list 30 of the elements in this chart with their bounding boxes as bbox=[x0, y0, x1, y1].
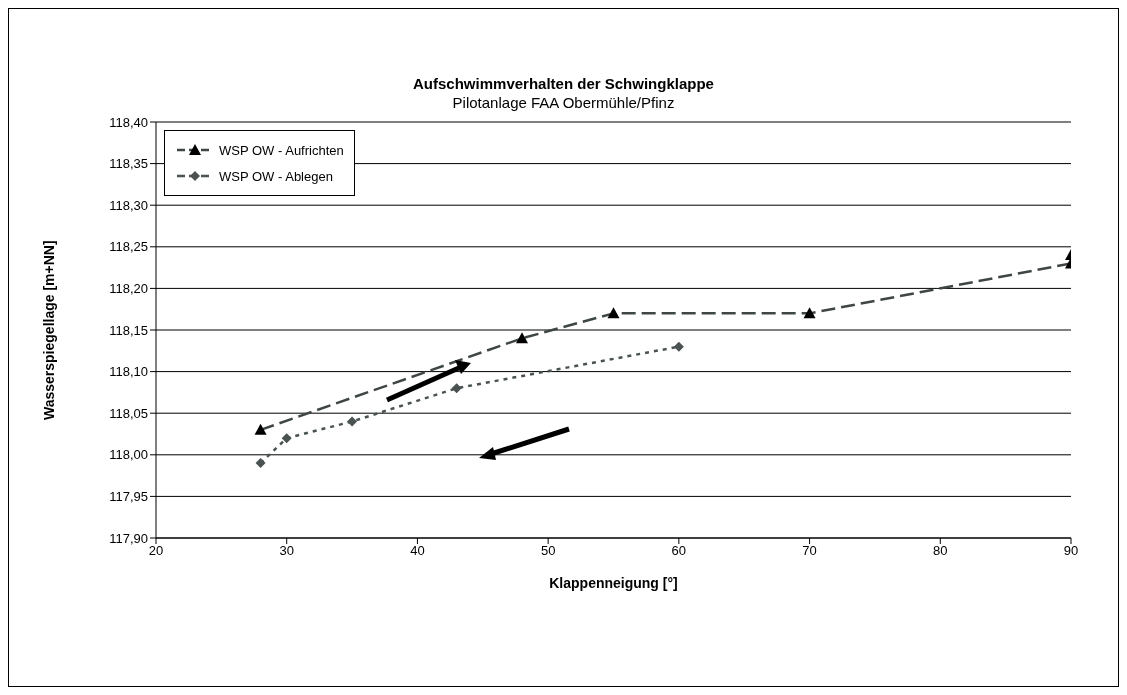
y-tick-label: 118,35 bbox=[109, 156, 148, 172]
point bbox=[255, 458, 266, 469]
x-tick-label: 90 bbox=[1063, 543, 1079, 559]
x-axis-title: Klappenneigung [°] bbox=[549, 575, 678, 591]
point bbox=[451, 383, 462, 394]
y-tick-label: 118,40 bbox=[109, 114, 148, 130]
y-tick-label: 118,00 bbox=[109, 447, 148, 463]
chart-title: Aufschwimmverhalten der Schwingklappe bbox=[412, 75, 715, 92]
y-tick-label: 118,05 bbox=[109, 405, 148, 421]
legend-label: WSP OW - Ablegen bbox=[219, 168, 333, 184]
x-tick-label: 80 bbox=[933, 543, 948, 559]
y-tick-label: 118,25 bbox=[109, 239, 148, 255]
chart-subtitle: Pilotanlage FAA Obermühle/Pfinz bbox=[451, 94, 676, 111]
y-tick-label: 117,95 bbox=[109, 489, 148, 505]
x-tick-label: 60 bbox=[671, 543, 687, 559]
x-tick-label: 30 bbox=[279, 543, 294, 559]
y-tick-label: 118,30 bbox=[109, 197, 148, 213]
point bbox=[281, 433, 292, 444]
y-tick-label: 118,15 bbox=[109, 322, 148, 338]
y-tick-label: 118,20 bbox=[109, 281, 148, 297]
point bbox=[673, 341, 684, 352]
x-tick-label: 40 bbox=[410, 543, 425, 559]
x-tick-label: 50 bbox=[540, 543, 556, 559]
legend-label: WSP OW - Aufrichten bbox=[219, 142, 344, 158]
x-tick-label: 70 bbox=[802, 543, 817, 559]
y-tick-label: 117,90 bbox=[109, 530, 148, 546]
y-axis-title: Wasserspiegellage [m+NN] bbox=[40, 240, 57, 420]
point bbox=[347, 416, 358, 427]
y-tick-label: 118,10 bbox=[109, 364, 148, 380]
x-tick-label: 20 bbox=[148, 543, 164, 559]
